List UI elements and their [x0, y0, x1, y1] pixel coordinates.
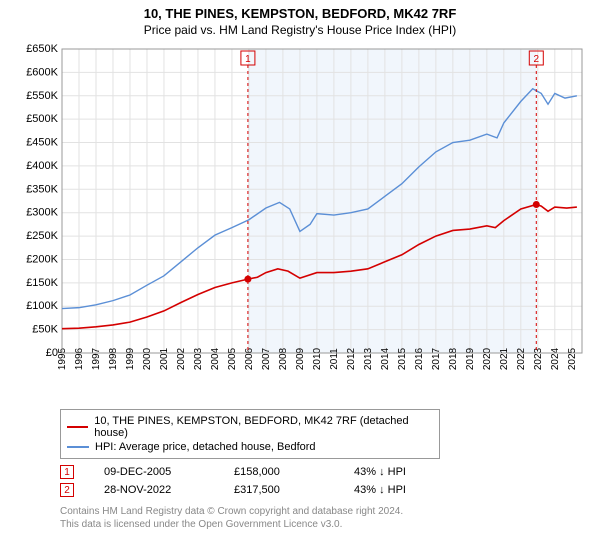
license-line: This data is licensed under the Open Gov… [60, 518, 590, 531]
page-subtitle: Price paid vs. HM Land Registry's House … [10, 23, 590, 37]
legend-label: 10, THE PINES, KEMPSTON, BEDFORD, MK42 7… [94, 415, 433, 439]
legend-item: HPI: Average price, detached house, Bedf… [67, 440, 433, 454]
svg-text:2000: 2000 [142, 347, 153, 370]
svg-text:2012: 2012 [346, 347, 357, 370]
svg-text:2013: 2013 [363, 347, 374, 370]
svg-text:1999: 1999 [125, 347, 136, 370]
svg-text:£100K: £100K [26, 300, 58, 312]
svg-text:2021: 2021 [499, 347, 510, 370]
sale-marker: 1 [60, 465, 74, 479]
legend: 10, THE PINES, KEMPSTON, BEDFORD, MK42 7… [60, 409, 440, 459]
svg-text:£550K: £550K [26, 90, 58, 102]
svg-text:2002: 2002 [176, 347, 187, 370]
sale-date: 28-NOV-2022 [104, 484, 204, 496]
svg-text:£650K: £650K [26, 43, 58, 55]
svg-text:2024: 2024 [550, 347, 561, 370]
svg-text:1998: 1998 [108, 347, 119, 370]
svg-text:£450K: £450K [26, 137, 58, 149]
svg-text:£400K: £400K [26, 160, 58, 172]
legend-label: HPI: Average price, detached house, Bedf… [95, 441, 316, 453]
sale-delta: 43% ↓ HPI [354, 484, 454, 496]
svg-text:2007: 2007 [261, 347, 272, 370]
svg-text:1997: 1997 [91, 347, 102, 370]
sale-price: £158,000 [234, 466, 324, 478]
svg-text:£200K: £200K [26, 253, 58, 265]
legend-swatch [67, 446, 89, 448]
svg-text:2017: 2017 [431, 347, 442, 370]
svg-text:£350K: £350K [26, 183, 58, 195]
svg-text:1996: 1996 [74, 347, 85, 370]
svg-text:£150K: £150K [26, 277, 58, 289]
svg-text:2025: 2025 [567, 347, 578, 370]
svg-text:£300K: £300K [26, 207, 58, 219]
svg-text:2014: 2014 [380, 347, 391, 370]
sale-date: 09-DEC-2005 [104, 466, 204, 478]
svg-text:2001: 2001 [159, 347, 170, 370]
svg-text:2003: 2003 [193, 347, 204, 370]
svg-text:2020: 2020 [482, 347, 493, 370]
page-title: 10, THE PINES, KEMPSTON, BEDFORD, MK42 7… [10, 6, 590, 21]
license-line: Contains HM Land Registry data © Crown c… [60, 505, 590, 518]
legend-swatch [67, 426, 88, 428]
svg-text:£50K: £50K [32, 324, 58, 336]
svg-text:2023: 2023 [533, 347, 544, 370]
svg-text:£600K: £600K [26, 66, 58, 78]
svg-text:2010: 2010 [312, 347, 323, 370]
svg-text:2009: 2009 [295, 347, 306, 370]
svg-text:2011: 2011 [329, 348, 340, 370]
sale-delta: 43% ↓ HPI [354, 466, 454, 478]
svg-text:2015: 2015 [397, 347, 408, 370]
sales-table: 1 09-DEC-2005 £158,000 43% ↓ HPI 2 28-NOV-202… [60, 463, 590, 499]
svg-text:2019: 2019 [465, 347, 476, 370]
sale-marker: 2 [60, 483, 74, 497]
sale-row: 1 09-DEC-2005 £158,000 43% ↓ HPI [60, 463, 590, 481]
license-text: Contains HM Land Registry data © Crown c… [60, 505, 590, 531]
svg-text:£500K: £500K [26, 113, 58, 125]
sale-row: 2 28-NOV-2022 £317,500 43% ↓ HPI [60, 481, 590, 499]
price-chart: £0£50K£100K£150K£200K£250K£300K£350K£400… [12, 43, 588, 403]
svg-text:£250K: £250K [26, 230, 58, 242]
svg-text:2004: 2004 [210, 347, 221, 370]
svg-text:1: 1 [245, 54, 251, 65]
svg-text:2006: 2006 [244, 347, 255, 370]
legend-item: 10, THE PINES, KEMPSTON, BEDFORD, MK42 7… [67, 414, 433, 440]
sale-price: £317,500 [234, 484, 324, 496]
svg-text:2022: 2022 [516, 347, 527, 370]
svg-text:2018: 2018 [448, 347, 459, 370]
svg-text:2008: 2008 [278, 347, 289, 370]
svg-text:2005: 2005 [227, 347, 238, 370]
svg-text:2016: 2016 [414, 347, 425, 370]
svg-text:2: 2 [534, 54, 540, 65]
